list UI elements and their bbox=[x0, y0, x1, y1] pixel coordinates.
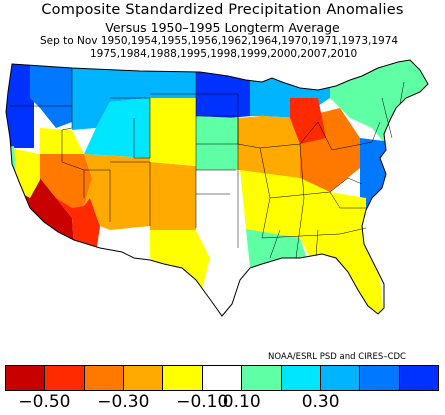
us-precipitation-map bbox=[5, 59, 429, 317]
region-southwest-desert bbox=[56, 198, 100, 254]
region-central-plains bbox=[150, 98, 196, 166]
colorbar-swatch bbox=[6, 366, 46, 390]
region-colorado-plateau bbox=[84, 154, 150, 230]
map-subtitle: Versus 1950–1995 Longterm Average bbox=[105, 20, 340, 35]
region-mid-atlantic-coast bbox=[360, 138, 392, 238]
region-washington-oregon-interior bbox=[30, 60, 72, 128]
region-texas-east bbox=[196, 170, 250, 308]
region-lower-michigan bbox=[290, 98, 326, 144]
colorbar-swatch bbox=[84, 366, 125, 390]
colorbar-swatch bbox=[242, 366, 282, 390]
season-years-line-2: 1975,1984,1988,1995,1998,1999,2000,2007,… bbox=[90, 48, 358, 60]
colorbar-tick-label: 0.10 bbox=[222, 392, 261, 412]
colorbar-swatch bbox=[360, 366, 400, 390]
colorbar-swatch bbox=[45, 366, 85, 390]
region-southern-rockies bbox=[150, 162, 196, 230]
region-great-basin bbox=[36, 154, 92, 208]
region-oregon-coast-south bbox=[6, 146, 16, 180]
region-pacific-northwest-coast bbox=[6, 60, 34, 148]
region-kansas bbox=[196, 116, 238, 170]
colorbar-swatch bbox=[202, 366, 243, 390]
colorbar-swatch bbox=[399, 366, 438, 390]
colorbar-tick-label: 0.30 bbox=[301, 392, 340, 412]
data-source-credit: NOAA/ESRL PSD and CIRES–CDC bbox=[268, 352, 406, 362]
map-title: Composite Standardized Precipitation Ano… bbox=[41, 2, 404, 18]
colorbar-swatch bbox=[124, 366, 164, 390]
colorbar-swatch bbox=[320, 366, 361, 390]
region-florida bbox=[300, 228, 384, 316]
state-borders bbox=[10, 68, 405, 259]
colorbar-tick-label: −0.30 bbox=[97, 392, 150, 412]
colorbar-tick-label: −0.50 bbox=[18, 392, 71, 412]
season-years-line-1: Sep to Nov 1950,1954,1955,1956,1962,1964… bbox=[40, 35, 399, 47]
region-northern-rockies bbox=[72, 60, 150, 130]
region-northern-plains-east bbox=[196, 60, 250, 118]
region-west-texas bbox=[150, 230, 210, 298]
colorbar-swatch bbox=[163, 366, 203, 390]
region-wyoming-south bbox=[84, 98, 150, 158]
colorbar bbox=[5, 365, 439, 391]
region-montana-north bbox=[150, 60, 196, 98]
colorbar-tick-label: −0.10 bbox=[176, 392, 229, 412]
colorbar-swatch bbox=[281, 366, 321, 390]
region-illinois-indiana bbox=[238, 116, 300, 188]
